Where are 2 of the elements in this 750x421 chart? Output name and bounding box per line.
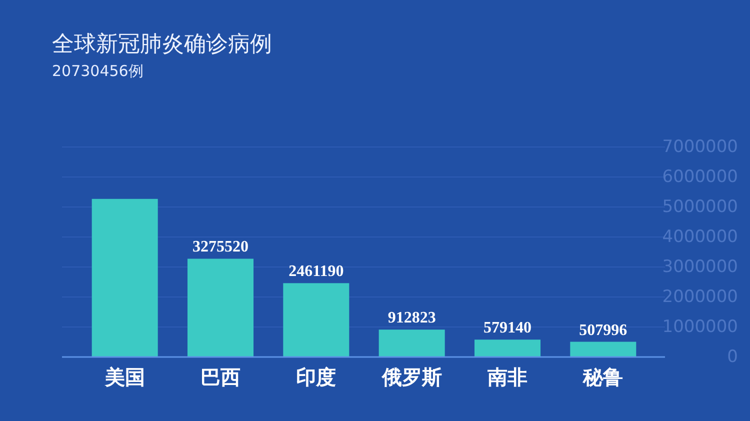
subtitle: 20730456例 [52,62,144,80]
title: 全球新冠肺炎确诊病例 [52,32,272,57]
